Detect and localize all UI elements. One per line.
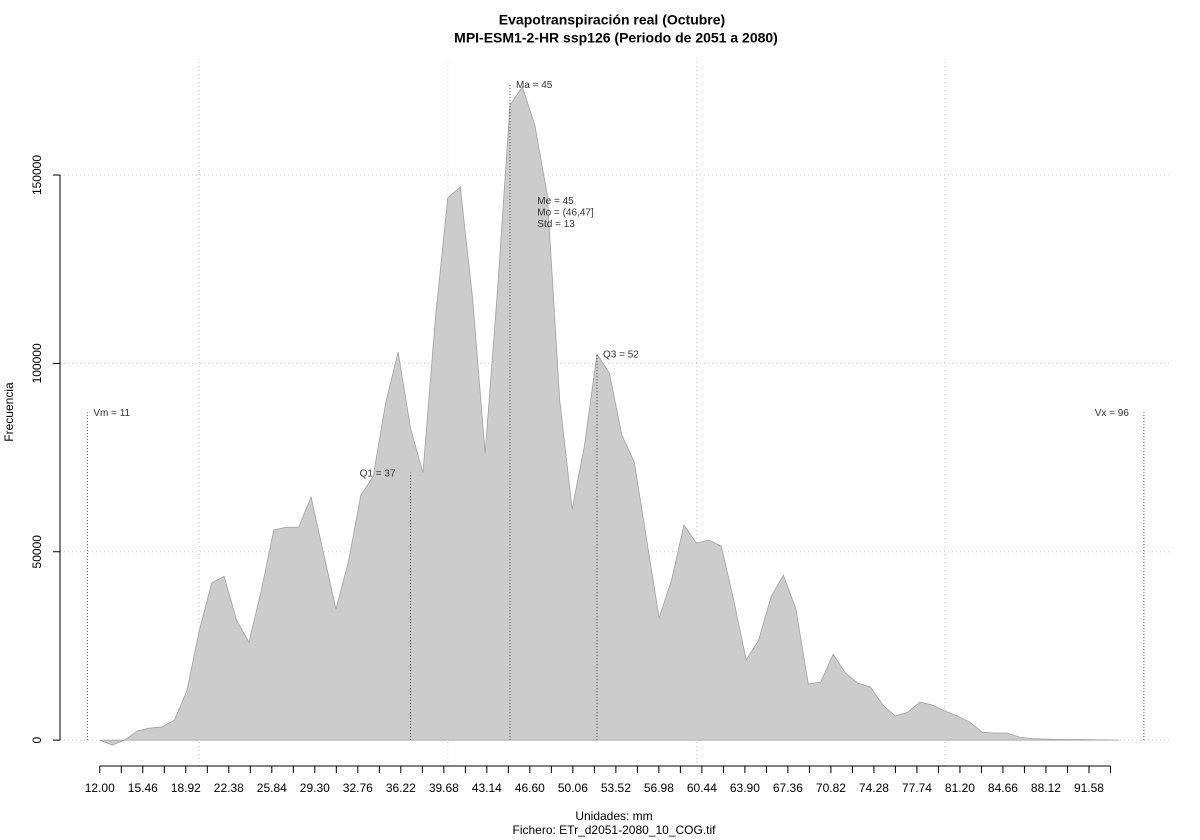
x-tick-label: 36.22 [386,781,416,795]
x-tick-label: 12.00 [85,781,115,795]
area [99,85,1120,746]
x-tick-label: 18.92 [171,781,201,795]
y-axis-label: Frecuencia [2,382,16,442]
annotation-label: Vx = 96 [1095,408,1130,419]
x-tick-label: 46.60 [515,781,545,795]
x-tick-label: 67.36 [773,781,803,795]
x-tick-label: 60.44 [687,781,717,795]
x-tick-label: 81.20 [945,781,975,795]
chart-title: Evapotranspiración real (Octubre) [499,12,725,28]
chart-subtitle: MPI-ESM1-2-HR ssp126 (Periodo de 2051 a … [454,30,778,46]
x-tick-label: 53.52 [601,781,631,795]
x-tick-label: 56.98 [644,781,674,795]
x-tick-label: 84.66 [988,781,1018,795]
annotation-label: Vm = 11 [93,408,130,419]
x-tick-label: 74.28 [859,781,889,795]
y-tick-label: 150000 [30,155,44,195]
caption: Fichero: ETr_d2051-2080_10_COG.tif [513,823,717,837]
stats-label: Me = 45 [537,196,574,207]
x-tick-label: 15.46 [128,781,158,795]
x-tick-label: 43.14 [472,781,502,795]
x-tick-label: 22.38 [214,781,244,795]
x-tick-label: 29.30 [300,781,330,795]
stats-label: Mo = (46,47] [537,208,594,219]
stats-label: Std = 13 [537,219,575,230]
x-tick-label: 91.58 [1074,781,1104,795]
y-tick-label: 50000 [30,535,44,569]
x-tick-label: 70.82 [816,781,846,795]
x-tick-label: 63.90 [730,781,760,795]
y-tick-label: 0 [30,736,44,743]
annotation-label: Ma = 45 [516,80,553,91]
x-axis-label: Unidades: mm [575,809,652,823]
x-tick-label: 39.68 [429,781,459,795]
x-tick-label: 32.76 [343,781,373,795]
x-tick-label: 25.84 [257,781,287,795]
x-tick-label: 88.12 [1031,781,1061,795]
annotation-label: Q3 = 52 [603,350,639,361]
x-tick-label: 50.06 [558,781,588,795]
y-tick-label: 100000 [30,343,44,383]
x-tick-label: 77.74 [902,781,932,795]
annotation-label: Q1 = 37 [360,468,396,479]
